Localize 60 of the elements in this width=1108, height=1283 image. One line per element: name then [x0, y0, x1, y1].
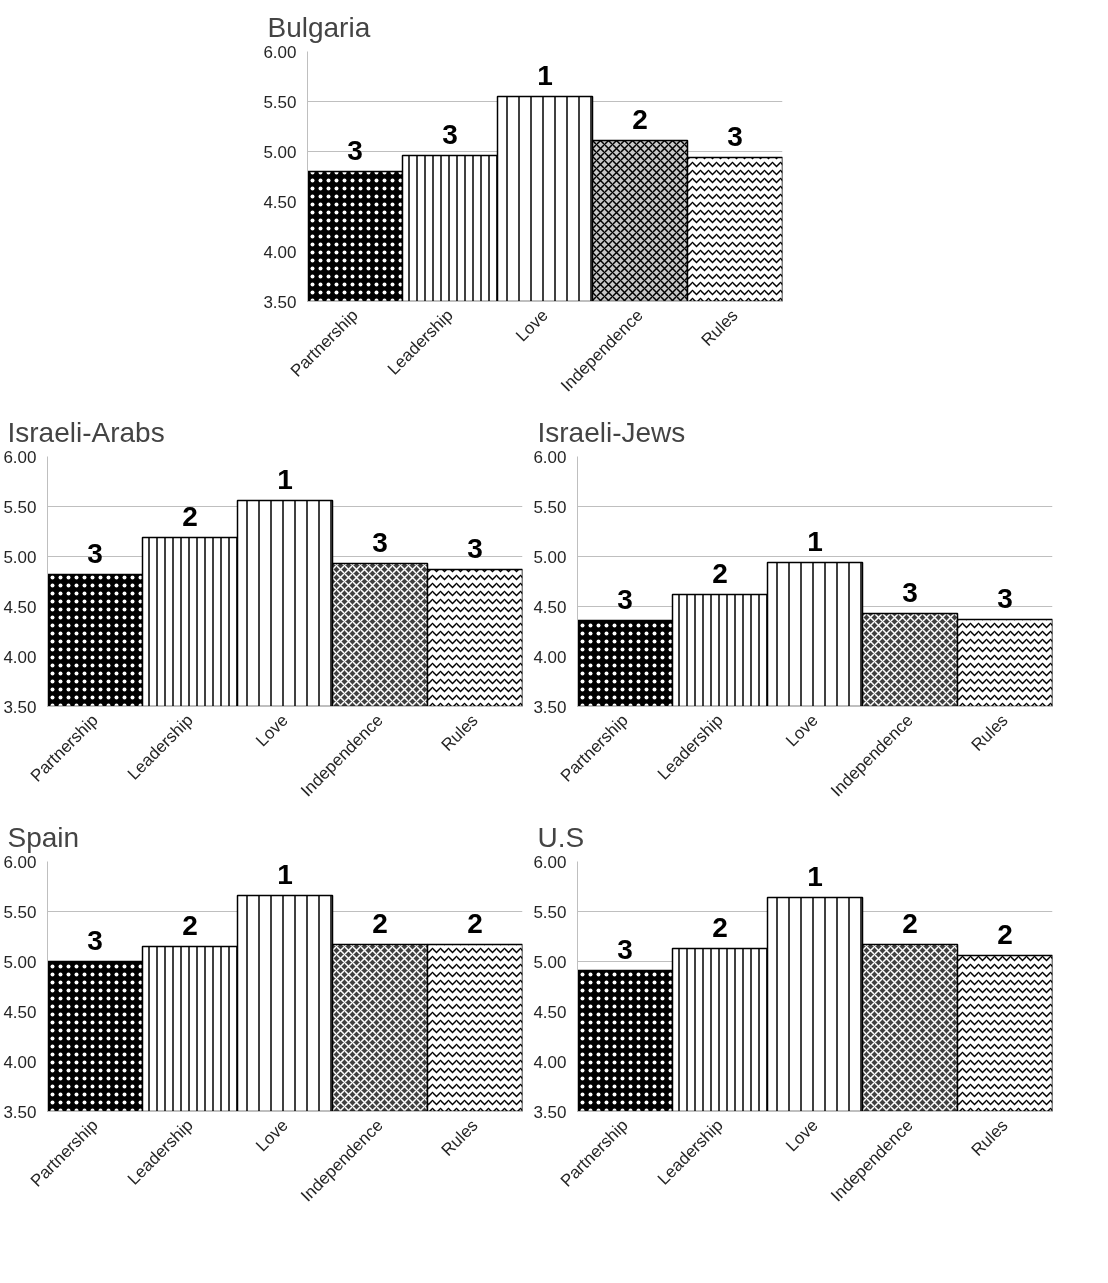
annotation: 1	[277, 463, 293, 495]
annotation: 1	[537, 59, 553, 91]
y-tick-label: 5.00	[3, 952, 37, 972]
y-tick-label: 5.00	[263, 142, 297, 162]
annotation: 1	[277, 858, 293, 890]
chart-title: Israeli-Arabs	[7, 416, 165, 448]
y-tick-label: 4.50	[3, 1002, 37, 1022]
y-tick-label: 6.00	[533, 852, 567, 872]
y-tick-label: 3.50	[533, 1102, 567, 1122]
chart-title: U.S	[537, 821, 585, 853]
y-tick-label: 3.50	[3, 697, 37, 717]
annotation: 2	[467, 907, 483, 939]
y-tick-label: 4.00	[3, 1052, 37, 1072]
annotation: 3	[727, 120, 743, 152]
annotation: 2	[632, 103, 648, 135]
annotation: 2	[712, 557, 728, 589]
annotation: 2	[372, 907, 388, 939]
annotation: 3	[87, 924, 103, 956]
y-tick-label: 5.50	[533, 497, 567, 517]
annotation: 3	[372, 526, 388, 558]
y-tick-label: 4.50	[263, 192, 297, 212]
y-tick-label: 6.00	[263, 42, 297, 62]
annotation: 3	[467, 532, 483, 564]
annotation: 2	[182, 500, 198, 532]
chart-title: Bulgaria	[267, 11, 371, 43]
y-tick-label: 5.50	[263, 92, 297, 112]
chart-title: Spain	[7, 821, 80, 853]
annotation: 3	[902, 576, 918, 608]
y-tick-label: 4.00	[533, 1052, 567, 1072]
annotation: 1	[807, 860, 823, 892]
annotation: 3	[617, 583, 633, 615]
annotation: 3	[617, 933, 633, 965]
y-tick-label: 3.50	[263, 292, 297, 312]
annotation: 3	[442, 118, 458, 150]
y-tick-label: 4.50	[3, 597, 37, 617]
annotation: 2	[902, 907, 918, 939]
y-tick-label: 4.50	[533, 597, 567, 617]
y-tick-label: 3.50	[533, 697, 567, 717]
annotation: 2	[997, 918, 1013, 950]
y-tick-label: 4.00	[533, 647, 567, 667]
chart-title: Israeli-Jews	[537, 416, 686, 448]
y-tick-label: 4.00	[263, 242, 297, 262]
y-tick-label: 5.00	[533, 952, 567, 972]
annotation: 3	[997, 582, 1013, 614]
y-tick-label: 6.00	[3, 852, 37, 872]
annotation: 3	[87, 537, 103, 569]
y-tick-label: 5.00	[533, 547, 567, 567]
y-tick-label: 6.00	[3, 447, 37, 467]
y-tick-label: 5.50	[3, 902, 37, 922]
y-tick-label: 6.00	[533, 447, 567, 467]
y-tick-label: 5.50	[3, 497, 37, 517]
annotation: 2	[712, 911, 728, 943]
annotation: 3	[347, 134, 363, 166]
y-tick-label: 5.00	[3, 547, 37, 567]
annotation: 1	[807, 525, 823, 557]
y-tick-label: 4.00	[3, 647, 37, 667]
y-tick-label: 4.50	[533, 1002, 567, 1022]
y-tick-label: 3.50	[3, 1102, 37, 1122]
annotation: 2	[182, 909, 198, 941]
y-tick-label: 5.50	[533, 902, 567, 922]
